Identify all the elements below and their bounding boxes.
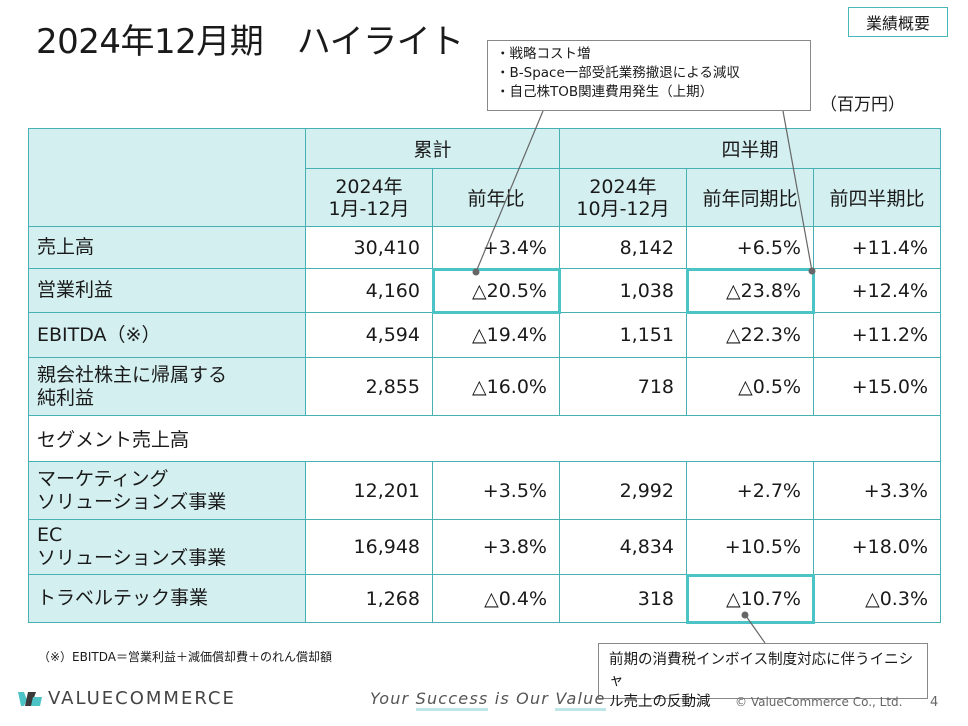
header-quarter: 四半期 [559,128,941,169]
cell-cum-yoy: +3.4% [432,226,560,269]
callout-bottom-line: 前期の消費税インボイス制度対応に伴うイニシャ [609,652,914,689]
row-label-line1: EBITDA（※） [37,323,161,346]
cell-cum-yoy: +3.5% [432,461,560,520]
callout-bottom: 前期の消費税インボイス制度対応に伴うイニシャ ル売上の反動減 [598,643,928,710]
row-label: 親会社株主に帰属する 純利益 [28,357,306,416]
tagline-value: Value [555,689,606,711]
unit-label: （百万円） [820,95,905,115]
callout-bottom-line: ル売上の反動減 [609,694,711,710]
table-row: 親会社株主に帰属する 純利益 2,855 △16.0% 718 △0.5% +1… [28,357,941,416]
col-cum-period-line1: 2024年 [335,175,403,198]
row-label: EBITDA（※） [28,312,306,358]
cell-q-yoy: +2.7% [686,461,814,520]
row-label: 売上高 [28,226,306,269]
segment-header: セグメント売上高 [28,415,941,462]
highlights-table: 累計 四半期 2024年 1月-12月 前年比 2024年 10月-12月 前年… [28,128,941,624]
row-label: EC ソリューションズ事業 [28,519,306,575]
cell-cum: 30,410 [305,226,433,269]
table-row: EC ソリューションズ事業 16,948 +3.8% 4,834 +10.5% … [28,519,941,575]
cell-q-yoy: +6.5% [686,226,814,269]
header-cumulative: 累計 [305,128,560,169]
row-label-line1: 営業利益 [37,279,114,301]
cell-q: 718 [559,357,687,416]
footnote: （※）EBITDA＝営業利益＋減価償却費＋のれん償却額 [38,650,332,664]
cell-q: 4,834 [559,519,687,575]
table-row: 売上高 30,410 +3.4% 8,142 +6.5% +11.4% [28,226,941,269]
cell-q-qoq: +18.0% [813,519,941,575]
row-label-line1: トラベルテック事業 [37,587,209,609]
cell-q: 318 [559,574,687,623]
callout-top-line: ・戦略コスト増 [496,46,591,62]
table-row: EBITDA（※） 4,594 △19.4% 1,151 △22.3% +11.… [28,312,941,358]
col-cum-yoy: 前年比 [432,168,560,227]
cell-q-qoq: +15.0% [813,357,941,416]
tagline-part: Your [370,689,416,708]
tagline-success: Success [415,689,489,711]
cell-cum-yoy: △16.0% [432,357,560,416]
cell-q-qoq: +11.2% [813,312,941,358]
cell-q-yoy: +10.5% [686,519,814,575]
cell-cum-yoy: +3.8% [432,519,560,575]
col-cum-period: 2024年 1月-12月 [305,168,433,227]
segment-header-row: セグメント売上高 [28,415,941,462]
col-q-period-line1: 2024年 [589,175,657,198]
tagline: Your Success is Our Value [370,689,606,711]
cell-q: 2,992 [559,461,687,520]
cell-q-yoy-highlighted: △10.7% [685,573,815,624]
row-label: マーケティング ソリューションズ事業 [28,461,306,520]
cell-cum: 2,855 [305,357,433,416]
cell-cum-yoy: △0.4% [432,574,560,623]
row-label-line1: EC [37,524,63,546]
table-row: マーケティング ソリューションズ事業 12,201 +3.5% 2,992 +2… [28,461,941,520]
row-label-line2: 純利益 [37,386,95,409]
corner-cell [28,128,306,227]
cell-cum: 4,160 [305,268,433,313]
table-row: トラベルテック事業 1,268 △0.4% 318 △10.7% △0.3% [28,573,941,624]
table-row: 営業利益 4,160 △20.5% 1,038 △23.8% +12.4% [28,267,941,314]
cell-cum: 12,201 [305,461,433,520]
cell-q: 1,151 [559,312,687,358]
row-label-line1: マーケティング [37,467,169,490]
section-tag: 業績概要 [848,7,948,37]
logo-icon [18,691,42,706]
cell-q-yoy-highlighted: △23.8% [685,267,815,314]
cell-q: 8,142 [559,226,687,269]
col-q-qoq: 前四半期比 [813,168,941,227]
callout-top-line: ・B-Space一部受託業務撤退による減収 [496,65,740,81]
row-label-line1: 売上高 [37,236,95,258]
cell-q-qoq: △0.3% [813,574,941,623]
row-label-line2: ソリューションズ事業 [37,547,227,569]
col-q-period-line2: 10月-12月 [576,197,670,220]
cell-cum: 1,268 [305,574,433,623]
cell-cum-yoy-highlighted: △20.5% [431,267,561,314]
company-logo: VALUECOMMERCE [18,688,236,709]
copyright: © ValueCommerce Co., Ltd. [735,695,903,709]
tagline-part: is Our [488,689,556,708]
col-q-yoy: 前年同期比 [686,168,814,227]
cell-q-qoq: +12.4% [813,268,941,313]
cell-cum-yoy: △19.4% [432,312,560,358]
cell-q-qoq: +11.4% [813,226,941,269]
cell-cum: 16,948 [305,519,433,575]
cell-q-yoy: △22.3% [686,312,814,358]
col-q-period: 2024年 10月-12月 [559,168,687,227]
cell-q-qoq: +3.3% [813,461,941,520]
callout-top: ・戦略コスト増 ・B-Space一部受託業務撤退による減収 ・自己株TOB関連費… [487,40,811,111]
col-cum-period-line2: 1月-12月 [328,197,410,220]
callout-top-line: ・自己株TOB関連費用発生（上期） [496,84,714,100]
row-label: 営業利益 [28,268,306,313]
cell-q-yoy: △0.5% [686,357,814,416]
cell-q: 1,038 [559,268,687,313]
logo-text: VALUECOMMERCE [48,688,236,709]
row-label: トラベルテック事業 [28,574,306,623]
cell-cum: 4,594 [305,312,433,358]
page-title: 2024年12月期 ハイライト [36,22,464,62]
row-label-line2: ソリューションズ事業 [37,490,227,513]
row-label-line1: 親会社株主に帰属する [37,363,228,386]
page-number: 4 [930,695,939,710]
